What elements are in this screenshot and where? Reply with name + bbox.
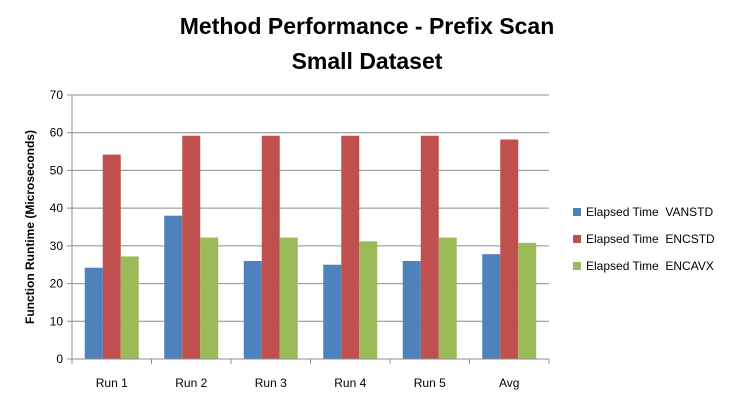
x-tick-label: Run 3 [255,376,287,390]
legend-swatch [573,262,581,270]
y-tick-label: 60 [50,126,64,140]
gridlines [72,94,549,360]
legend-entry: Elapsed Time VANSTD [586,205,713,219]
legend-entry: Elapsed Time ENCAVX [586,259,714,273]
legend: Elapsed Time VANSTD Elapsed Time ENCSTD El… [573,205,715,273]
bar [200,237,219,359]
bar [261,135,280,359]
bar [102,154,121,359]
bar [120,256,139,359]
chart-subtitle: Small Dataset [292,48,443,74]
bar [84,267,103,359]
x-tick-label: Avg [499,376,519,390]
legend-swatch [573,235,581,243]
bar [420,135,439,359]
x-tick-label: Run 2 [175,376,207,390]
y-axis-label: Function Runtime (Microseconds) [23,130,37,324]
bar [323,264,342,359]
x-tick-label: Run 5 [414,376,446,390]
y-tick-label: 50 [50,163,64,177]
x-tick-labels: Run 1 Run 2 Run 3 Run 4 Run 5 Avg [96,376,520,390]
bars [84,135,537,359]
bar [500,139,519,359]
x-tick-label: Run 4 [334,376,366,390]
bar [359,241,378,359]
bar [341,135,360,359]
legend-swatch [573,208,581,216]
bar [182,135,201,359]
bar [164,215,183,359]
y-tick-label: 10 [50,314,64,328]
y-tick-label: 20 [50,277,64,291]
chart-title: Method Performance - Prefix Scan [180,13,555,39]
bar [279,237,298,359]
bar [438,237,457,359]
y-tick-label: 0 [56,352,63,366]
y-tick-label: 70 [50,88,64,102]
y-tick-label: 40 [50,201,64,215]
axes [71,95,550,364]
y-tick-labels: 0 10 20 30 40 50 60 70 [50,88,72,366]
legend-entry: Elapsed Time ENCSTD [586,232,715,246]
bar [402,260,421,359]
bar [518,242,537,359]
bar [243,260,262,359]
bar [482,254,501,359]
x-tick-label: Run 1 [96,376,128,390]
y-tick-label: 30 [50,239,64,253]
